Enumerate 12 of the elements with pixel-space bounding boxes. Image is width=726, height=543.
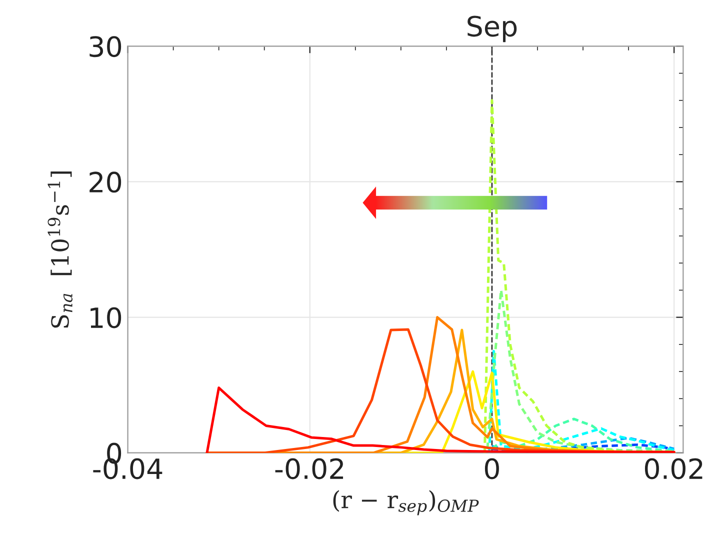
y-tick-label: 20 — [90, 172, 122, 193]
x-tick-label: 0 — [484, 458, 499, 480]
x-axis-title: (r − r$_{sep}$)$_{OMP}$ — [333, 490, 479, 516]
ref-line-label: Sep — [468, 16, 517, 42]
line-series — [488, 350, 676, 453]
y-tick-label: 10 — [90, 307, 122, 328]
line-series — [206, 386, 676, 453]
x-tick-label: 0.02 — [644, 458, 702, 480]
y-axis-title: S$_{na}$ [10$^{19}$s$^{−1}$] — [48, 172, 73, 328]
x-tick-label: -0.02 — [275, 458, 344, 480]
line-series — [486, 288, 676, 453]
y-tick-label: 30 — [90, 36, 122, 58]
